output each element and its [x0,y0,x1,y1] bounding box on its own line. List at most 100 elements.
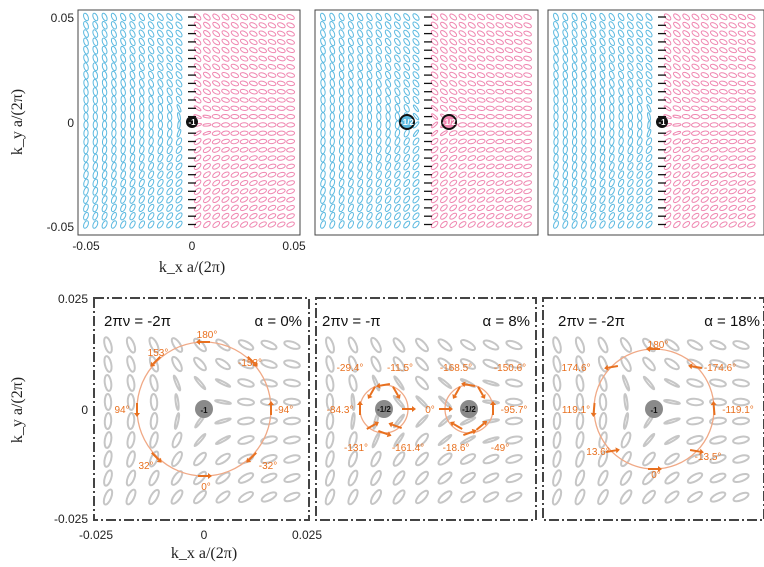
polarization-ellipse [221,221,230,228]
polarization-ellipse [467,21,476,29]
polarization-ellipse [553,29,559,38]
polarization-ellipse [101,203,108,213]
polarization-ellipse [523,204,532,211]
polarization-ellipse [148,79,155,88]
polarization-ellipse [156,21,164,30]
polarization-ellipse [746,155,756,161]
polarization-ellipse [523,64,533,70]
polarization-ellipse [609,128,615,138]
polarization-ellipse [449,38,458,46]
polarization-ellipse [260,397,278,407]
bottom-panel-2-nu: 2πν = -π [322,313,381,330]
polarization-ellipse [366,178,373,188]
polarization-ellipse [709,416,727,426]
polarization-ellipse [645,46,653,55]
polarization-ellipse [574,469,586,487]
polarization-ellipse [645,21,653,30]
polarization-ellipse [221,80,230,87]
bottom-panel-1-angle-ll: 32° [138,461,153,472]
polarization-ellipse [691,80,700,87]
polarization-ellipse [580,45,587,55]
polarization-ellipse [193,88,202,96]
polarization-ellipse [746,171,756,178]
polarization-ellipse [495,13,504,21]
polarization-ellipse [514,204,523,211]
polarization-ellipse [239,147,249,153]
polarization-ellipse [636,187,644,196]
direction-arrow [461,381,476,388]
direction-arrow [605,447,620,454]
polarization-ellipse [202,123,212,127]
polarization-ellipse [673,187,681,195]
polarization-ellipse [157,120,164,130]
polarization-ellipse [237,397,255,407]
polarization-ellipse [523,97,533,103]
polarization-ellipse [138,195,145,204]
polarization-ellipse [329,62,336,72]
polarization-ellipse [394,103,401,113]
polarization-ellipse [166,220,174,229]
polarization-ellipse [514,13,523,21]
polarization-ellipse [366,87,373,97]
polarization-ellipse [636,162,643,171]
polarization-ellipse [366,112,373,122]
polarization-ellipse [449,171,458,179]
polarization-ellipse [167,120,173,130]
polarization-ellipse [394,54,401,63]
polarization-ellipse [320,103,326,113]
bottom-panel-2-charge-right-label: -1/2 [462,405,476,414]
polarization-ellipse [709,105,719,111]
polarization-ellipse [618,112,624,122]
polarization-ellipse [120,103,126,113]
polarization-ellipse [513,188,523,195]
polarization-ellipse [709,38,719,46]
polarization-ellipse [728,105,738,111]
polarization-ellipse [553,137,559,146]
polarization-ellipse [357,162,364,171]
top-panel-1-charge: -1 [186,116,198,128]
polarization-ellipse [147,21,155,30]
polarization-ellipse [620,450,632,468]
polarization-ellipse [709,113,719,120]
polarization-ellipse [258,122,268,128]
polarization-ellipse [324,469,336,487]
polarization-ellipse [393,21,401,30]
polarization-ellipse [366,29,373,38]
polarization-ellipse [385,103,391,113]
polarization-ellipse [504,147,514,153]
polarization-ellipse [504,155,514,161]
polarization-ellipse [599,145,606,155]
polarization-ellipse [700,13,709,21]
polarization-ellipse [590,128,596,138]
polarization-ellipse [212,80,221,87]
polarization-ellipse [523,171,533,178]
polarization-ellipse [148,112,154,122]
polarization-ellipse [260,359,278,369]
polarization-ellipse [552,412,562,430]
polarization-ellipse [248,130,258,136]
polarization-ellipse [645,54,653,63]
polarization-ellipse [320,95,326,105]
polarization-ellipse [728,47,737,54]
polarization-ellipse [504,22,514,29]
bottom-panel-3-angle-ul: 174.6° [561,363,590,374]
polarization-ellipse [476,97,486,103]
polarization-ellipse [562,78,568,88]
polarization-ellipse [599,29,606,38]
polarization-ellipse [467,179,476,187]
polarization-ellipse [175,38,183,46]
polarization-ellipse [276,38,286,45]
polarization-ellipse [645,13,653,21]
polarization-ellipse [673,21,681,29]
polarization-ellipse [286,196,295,203]
polarization-ellipse [467,171,477,178]
polarization-ellipse [627,46,634,55]
polarization-ellipse [338,103,345,113]
polarization-ellipse [412,96,420,104]
polarization-ellipse [138,62,145,72]
polarization-ellipse [440,38,448,46]
polarization-ellipse [486,30,495,37]
polarization-ellipse [719,188,728,195]
polarization-ellipse [338,195,345,204]
polarization-ellipse [686,472,704,484]
